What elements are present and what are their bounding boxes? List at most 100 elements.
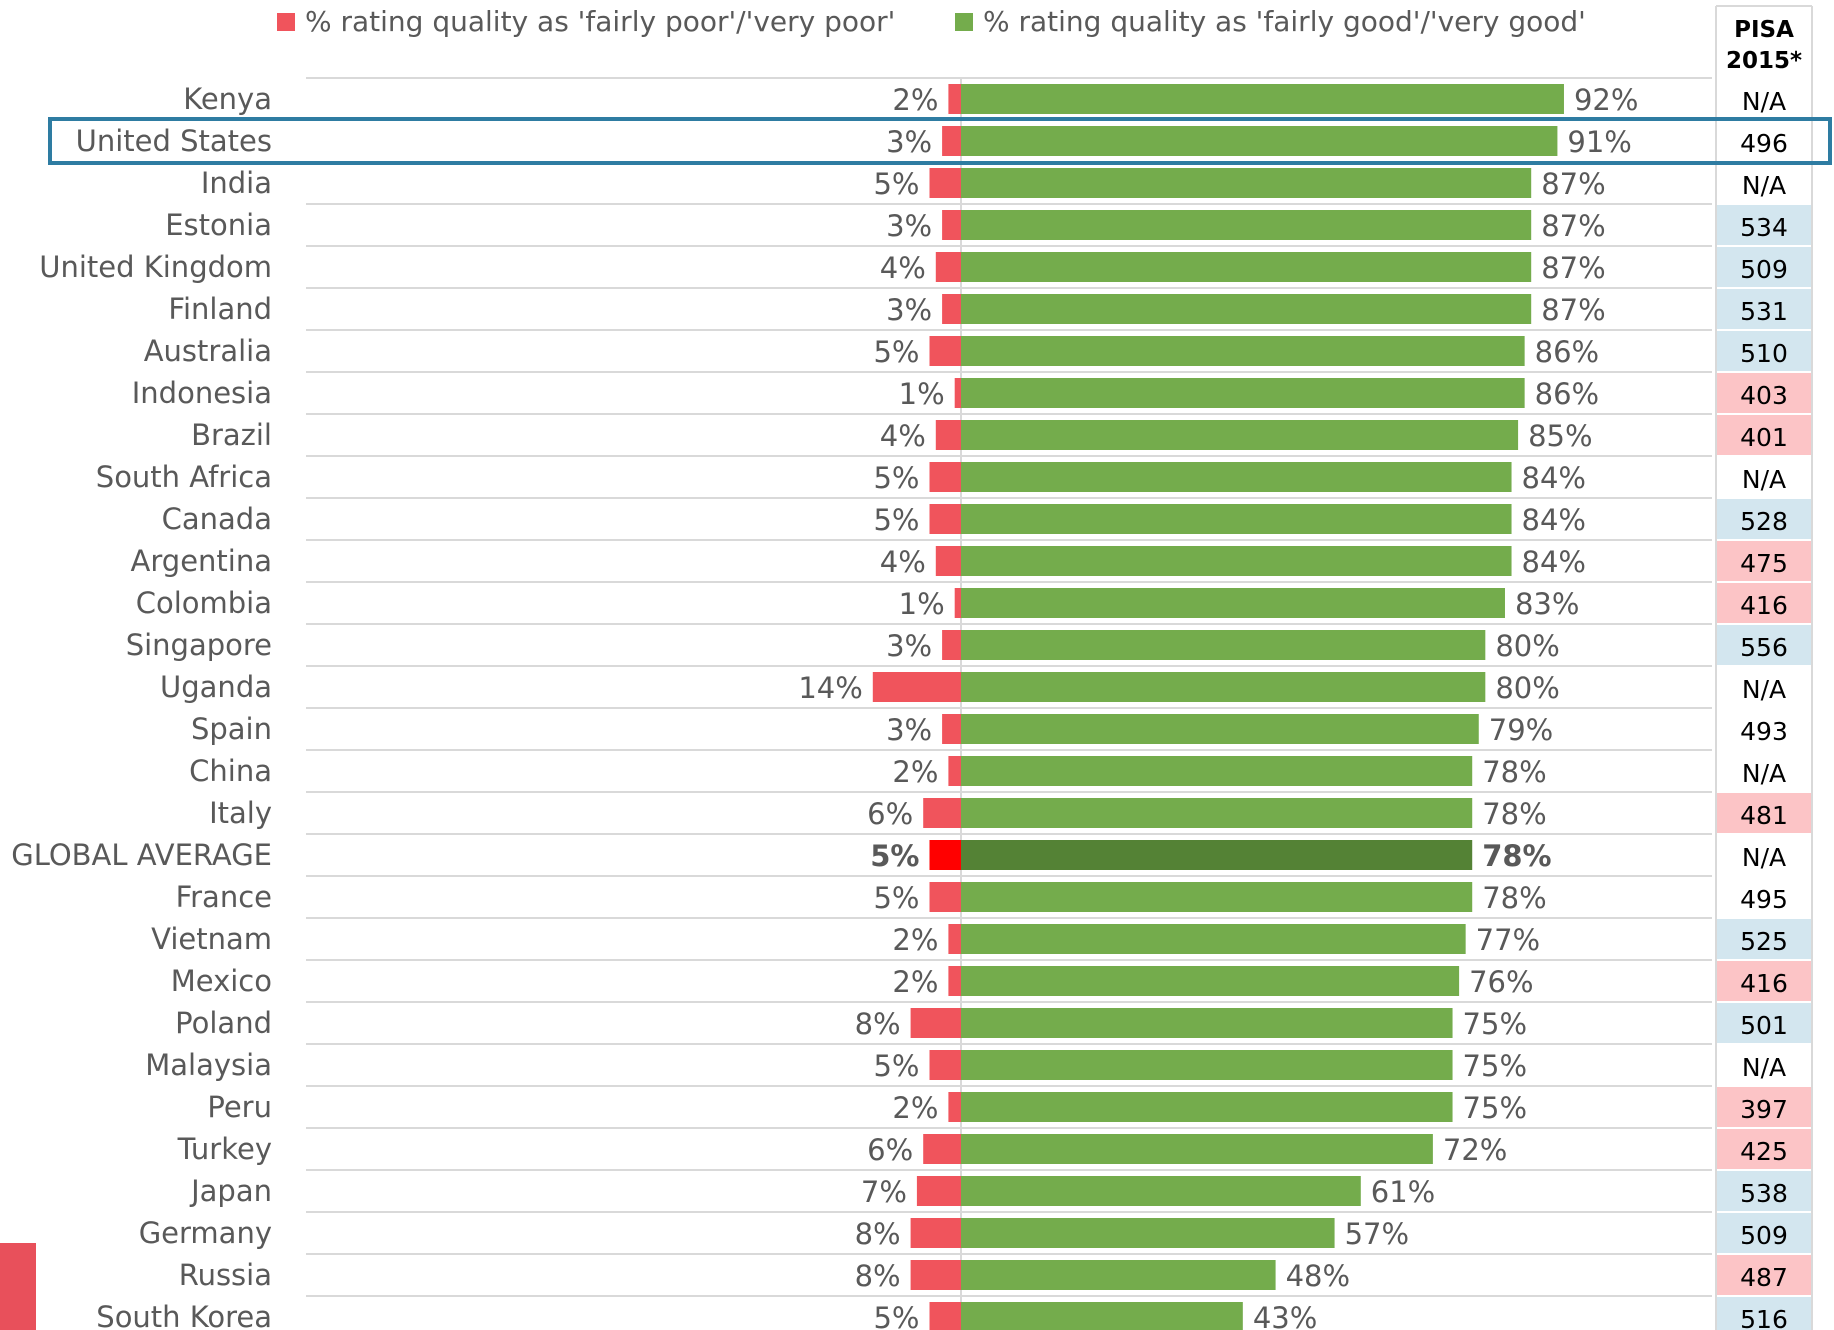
pisa-value: 397 [1740, 1095, 1788, 1124]
pisa-value: 401 [1740, 423, 1788, 452]
poor-value-label: 6% [867, 797, 913, 831]
good-bar [961, 294, 1532, 324]
poor-bar [935, 546, 961, 576]
pisa-value: 495 [1740, 885, 1788, 914]
good-value-label: 92% [1574, 83, 1638, 117]
pisa-value: 516 [1740, 1305, 1788, 1330]
poor-bar [923, 1134, 961, 1164]
good-bar [961, 420, 1519, 450]
good-value-label: 78% [1482, 881, 1546, 915]
category-label: Singapore [126, 628, 272, 662]
poor-bar [929, 882, 961, 912]
good-value-label: 84% [1522, 461, 1586, 495]
poor-value-label: 8% [855, 1259, 901, 1293]
pisa-value: 416 [1740, 969, 1788, 998]
poor-bar [935, 420, 961, 450]
poor-value-label: 2% [892, 83, 938, 117]
good-bar [961, 1302, 1243, 1330]
pisa-value: 534 [1740, 213, 1788, 242]
pisa-cell [1717, 331, 1811, 371]
good-value-label: 87% [1541, 209, 1605, 243]
legend-poor-swatch [277, 13, 295, 31]
poor-bar [942, 294, 961, 324]
pisa-cell [1717, 835, 1811, 875]
poor-value-label: 4% [880, 545, 926, 579]
pisa-value: 501 [1740, 1011, 1788, 1040]
good-value-label: 84% [1522, 503, 1586, 537]
poor-bar [929, 1050, 961, 1080]
category-label: Japan [189, 1174, 272, 1208]
good-bar [961, 462, 1512, 492]
good-value-label: 84% [1522, 545, 1586, 579]
category-label: Brazil [191, 418, 272, 452]
poor-bar [942, 630, 961, 660]
poor-value-label: 8% [855, 1007, 901, 1041]
pisa-cell [1717, 205, 1811, 245]
pisa-value: N/A [1742, 465, 1786, 494]
category-label: Germany [139, 1216, 272, 1250]
legend-poor-label: % rating quality as 'fairly poor'/'very … [305, 5, 895, 38]
pisa-cell [1717, 163, 1811, 203]
poor-value-label: 3% [886, 629, 932, 663]
poor-value-label: 7% [861, 1175, 907, 1209]
labels: Kenya 92% 2% United States 91% 3% India 87% 5% Es… [11, 82, 1638, 1330]
pisa-value: 487 [1740, 1263, 1788, 1292]
poor-value-label: 4% [880, 419, 926, 453]
pisa-cell [1717, 751, 1811, 791]
pisa-cell [1717, 625, 1811, 665]
pisa-cell [1717, 793, 1811, 833]
poor-bar [935, 252, 961, 282]
good-value-label: 78% [1482, 755, 1546, 789]
poor-bar [942, 210, 961, 240]
poor-value-label: 8% [855, 1217, 901, 1251]
good-value-label: 87% [1541, 167, 1605, 201]
pisa-cell [1717, 919, 1811, 959]
good-bar [961, 966, 1460, 996]
pisa-cell [1717, 1003, 1811, 1043]
poor-bar [929, 840, 961, 870]
legend-good-swatch [955, 13, 973, 31]
category-label: Spain [191, 712, 272, 746]
pisa-value: N/A [1742, 675, 1786, 704]
good-bar [961, 1134, 1433, 1164]
good-bar [961, 504, 1512, 534]
good-value-label: 61% [1371, 1175, 1435, 1209]
poor-value-label: 2% [892, 923, 938, 957]
pisa-value: 475 [1740, 549, 1788, 578]
pisa-value: 525 [1740, 927, 1788, 956]
good-value-label: 78% [1482, 839, 1551, 873]
pisa-header-line2: 2015* [1726, 48, 1802, 74]
pisa-value: 481 [1740, 801, 1788, 830]
poor-bar [948, 756, 961, 786]
poor-value-label: 5% [873, 503, 919, 537]
category-label: Malaysia [145, 1048, 272, 1082]
poor-bar [942, 714, 961, 744]
poor-bar [948, 966, 961, 996]
poor-bar [929, 1302, 961, 1330]
good-value-label: 80% [1495, 671, 1559, 705]
poor-bar [948, 84, 961, 114]
pisa-cell [1717, 1213, 1811, 1253]
good-bar [961, 84, 1564, 114]
pisa-value: 531 [1740, 297, 1788, 326]
poor-value-label: 2% [892, 1091, 938, 1125]
poor-bar [929, 336, 961, 366]
good-value-label: 48% [1286, 1259, 1350, 1293]
pisa-cell [1717, 457, 1811, 497]
poor-value-label: 2% [892, 755, 938, 789]
pisa-cell [1717, 877, 1811, 917]
pisa-value: 556 [1740, 633, 1788, 662]
good-bar [961, 378, 1525, 408]
category-label: GLOBAL AVERAGE [11, 838, 272, 872]
good-bar [961, 924, 1466, 954]
good-bar [961, 336, 1525, 366]
pisa-value: 416 [1740, 591, 1788, 620]
pisa-cell [1717, 1297, 1811, 1330]
poor-value-label: 3% [886, 293, 932, 327]
pisa-cell [1717, 373, 1811, 413]
poor-bar [948, 1092, 961, 1122]
good-bar [961, 168, 1532, 198]
good-bar [961, 210, 1532, 240]
poor-value-label: 3% [886, 209, 932, 243]
